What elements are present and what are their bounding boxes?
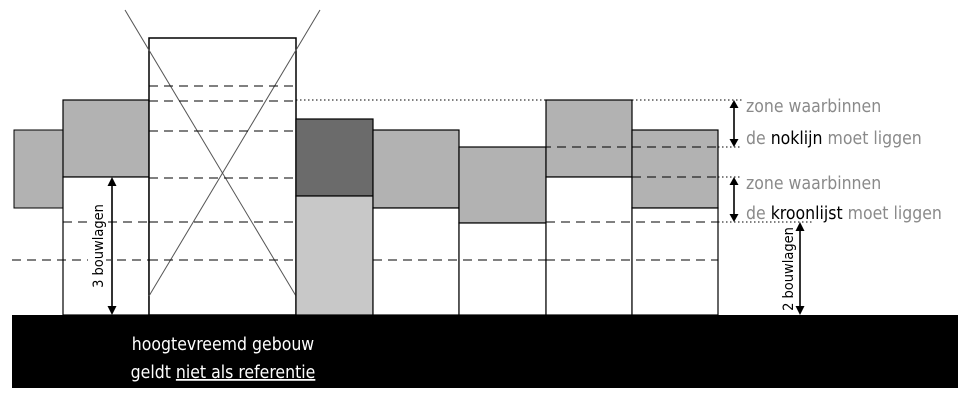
eaves-keyword: kroonlijst — [771, 204, 843, 224]
building-e — [372, 129, 460, 316]
tower-floor-lines — [149, 85, 296, 261]
dimension-right-arrow — [795, 222, 805, 315]
building-g-facade — [545, 176, 633, 316]
dimension-left: 3 bouwlagen — [88, 177, 117, 315]
ridge-zone-label: zone waarbinnen de noklijn moet liggen — [746, 97, 922, 149]
zone-extension-lines — [296, 99, 812, 223]
building-g — [545, 99, 633, 316]
building-d-facade — [295, 195, 374, 316]
building-f-roof — [458, 146, 547, 224]
dimension-left-label: 3 bouwlagen — [91, 204, 107, 288]
building-b-roof — [62, 99, 150, 178]
building-a — [13, 129, 64, 209]
ridge-zone-line1: zone waarbinnen — [746, 97, 881, 117]
ridge-zone-line2: de noklijn moet liggen — [746, 129, 922, 149]
eaves-zone-arrow — [729, 177, 739, 222]
tower-caption-line1: hoogtevreemd gebouw — [132, 335, 315, 355]
dimension-left-label-bg — [88, 198, 106, 296]
building-h — [631, 129, 719, 316]
ridge-keyword: noklijn — [771, 129, 823, 149]
floor-reference-lines — [12, 146, 718, 261]
dimension-right: 2 bouwlagen — [781, 222, 805, 315]
building-d — [295, 118, 374, 316]
building-e-roof — [372, 129, 460, 209]
eaves-zone-line2: de kroonlijst moet liggen — [746, 204, 942, 224]
tower-cross-line-2 — [148, 9, 321, 297]
building-d-roof — [295, 118, 374, 197]
tower-caption-line2: geldt niet als referentie — [131, 363, 316, 383]
eaves-zone-label: zone waarbinnen de kroonlijst moet ligge… — [746, 174, 942, 224]
dimension-left-arrow — [107, 177, 117, 315]
eaves-zone-line1: zone waarbinnen — [746, 174, 881, 194]
tower-body — [148, 37, 297, 316]
building-a-roof — [13, 129, 64, 209]
tower-cross-line-1 — [124, 9, 297, 297]
building-h-facade — [631, 207, 719, 316]
building-c-tower — [124, 9, 321, 316]
building-f — [458, 146, 547, 316]
ridge-zone-arrow — [729, 100, 739, 147]
ground-band — [12, 315, 958, 388]
tower-caption: hoogtevreemd gebouw geldt niet als refer… — [131, 335, 316, 383]
building-e-facade — [372, 207, 460, 316]
dimension-right-label: 2 bouwlagen — [781, 227, 797, 311]
tower-caption-underlined: niet als referentie — [176, 363, 315, 383]
building-g-roof — [545, 99, 633, 178]
building-f-facade — [458, 222, 547, 316]
building-h-roof — [631, 129, 719, 209]
